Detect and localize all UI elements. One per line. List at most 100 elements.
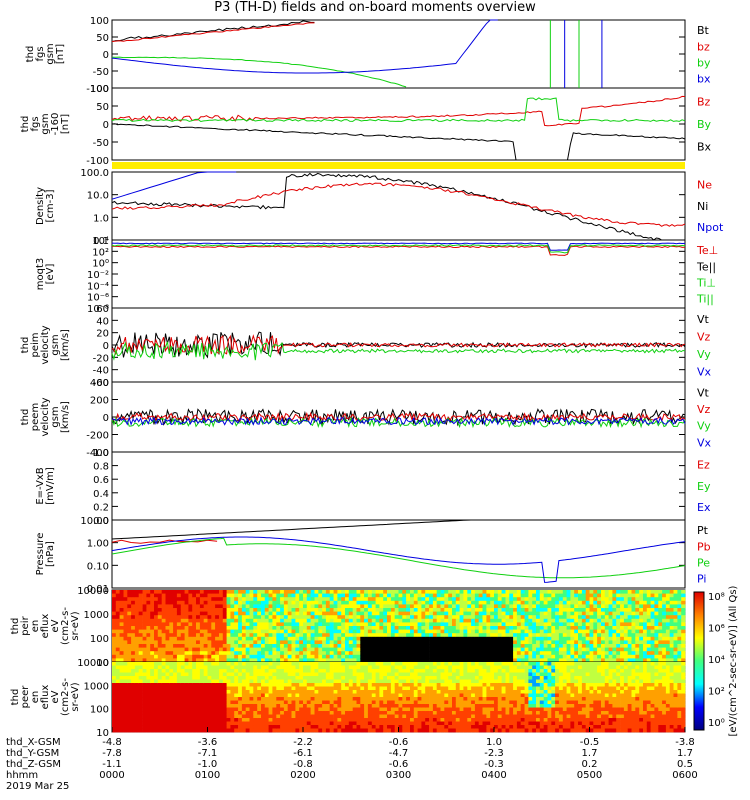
heatmap-cell [169,651,174,656]
heatmap-cell [348,679,353,684]
heatmap-cell [176,622,182,627]
heatmap-cell [192,597,197,602]
heatmap-cell [394,690,399,694]
heatmap-cell [238,725,243,729]
heatmap-cell [127,728,132,733]
heatmap-cell [581,597,587,602]
heatmap-cell [585,658,590,663]
heatmap-cell [165,644,170,648]
heatmap-cell [222,662,227,666]
heatmap-cell [199,714,205,719]
heatmap-cell [291,618,296,623]
heatmap-cell [536,647,541,652]
heatmap-cell [665,600,671,605]
heatmap-cell [299,728,304,733]
heatmap-cell [337,633,342,638]
heatmap-cell [268,644,273,648]
heatmap-cell [142,725,147,729]
heatmap-cell [444,686,449,691]
heatmap-cell [543,654,548,659]
heatmap-cell [429,686,434,691]
heatmap-cell [574,618,579,623]
heatmap-cell [306,707,311,712]
heatmap-cell [627,651,632,656]
heatmap-cell [558,644,564,648]
heatmap-cell [516,654,522,659]
heatmap-cell [444,600,449,605]
heatmap-cell [524,626,529,630]
heatmap-cell [314,590,319,594]
heatmap-cell [593,597,598,602]
heatmap-cell [219,669,224,673]
heatmap-cell [215,654,220,659]
heatmap-cell [310,615,315,620]
heatmap-cell [215,704,220,708]
heatmap-cell [299,725,304,729]
heatmap-cell [264,629,269,634]
heatmap-cell [306,662,311,666]
heatmap-cell [436,654,441,659]
heatmap-cell [536,604,541,609]
heatmap-cell [257,633,262,638]
heatmap-cell [127,629,132,634]
heatmap-cell [219,654,224,659]
heatmap-cell [173,669,178,673]
heatmap-cell [325,647,331,652]
heatmap-cell [417,618,422,623]
heatmap-cell [360,615,365,620]
heatmap-cell [375,658,380,663]
heatmap-cell [196,665,201,670]
heatmap-cell [314,707,319,712]
heatmap-cell [325,597,331,602]
heatmap-cell [341,679,346,684]
heatmap-cell [249,651,254,656]
heatmap-cell [616,600,621,605]
heatmap-cell [524,633,529,638]
heatmap-cell [375,683,380,687]
heatmap-cell [532,615,537,620]
heatmap-cell [669,647,674,652]
heatmap-cell [639,608,644,612]
heatmap-cell [677,590,682,594]
heatmap-cell [364,626,369,630]
heatmap-cell [356,721,361,726]
heatmap-cell [196,711,201,715]
heatmap-cell [528,651,533,656]
heatmap-cell [257,679,262,684]
heatmap-cell [402,704,407,708]
heatmap-cell [280,608,285,612]
heatmap-cell [310,640,315,645]
heatmap-cell [291,647,296,652]
heatmap-cell [467,636,472,641]
heatmap-cell [352,647,357,652]
heatmap-cell [314,615,319,620]
heatmap-cell [203,686,208,691]
heatmap-cell [138,651,143,656]
heatmap-cell [291,604,296,609]
heatmap-cell [196,690,201,694]
heatmap-cell [245,622,250,627]
heatmap-cell [299,679,304,684]
heatmap-cell [364,611,369,616]
heatmap-cell [188,615,193,620]
heatmap-cell [337,658,342,663]
heatmap-cell [150,669,155,673]
heatmap-cell [234,600,239,605]
heatmap-cell [245,611,250,616]
heatmap-cell [555,608,560,612]
heatmap-cell [463,647,468,652]
heatmap-cell [238,718,243,722]
heatmap-cell [295,711,300,715]
heatmap-cell [188,651,193,656]
heatmap-cell [222,711,227,715]
heatmap-cell [593,644,598,648]
heatmap-cell [161,728,166,733]
heatmap-cell [402,697,407,701]
heatmap-cell [612,622,617,627]
heatmap-cell [520,647,525,652]
heatmap-cell [230,629,235,634]
heatmap-cell [387,647,392,652]
heatmap-cell [310,686,315,691]
heatmap-cell [261,647,266,652]
heatmap-cell [211,725,216,729]
